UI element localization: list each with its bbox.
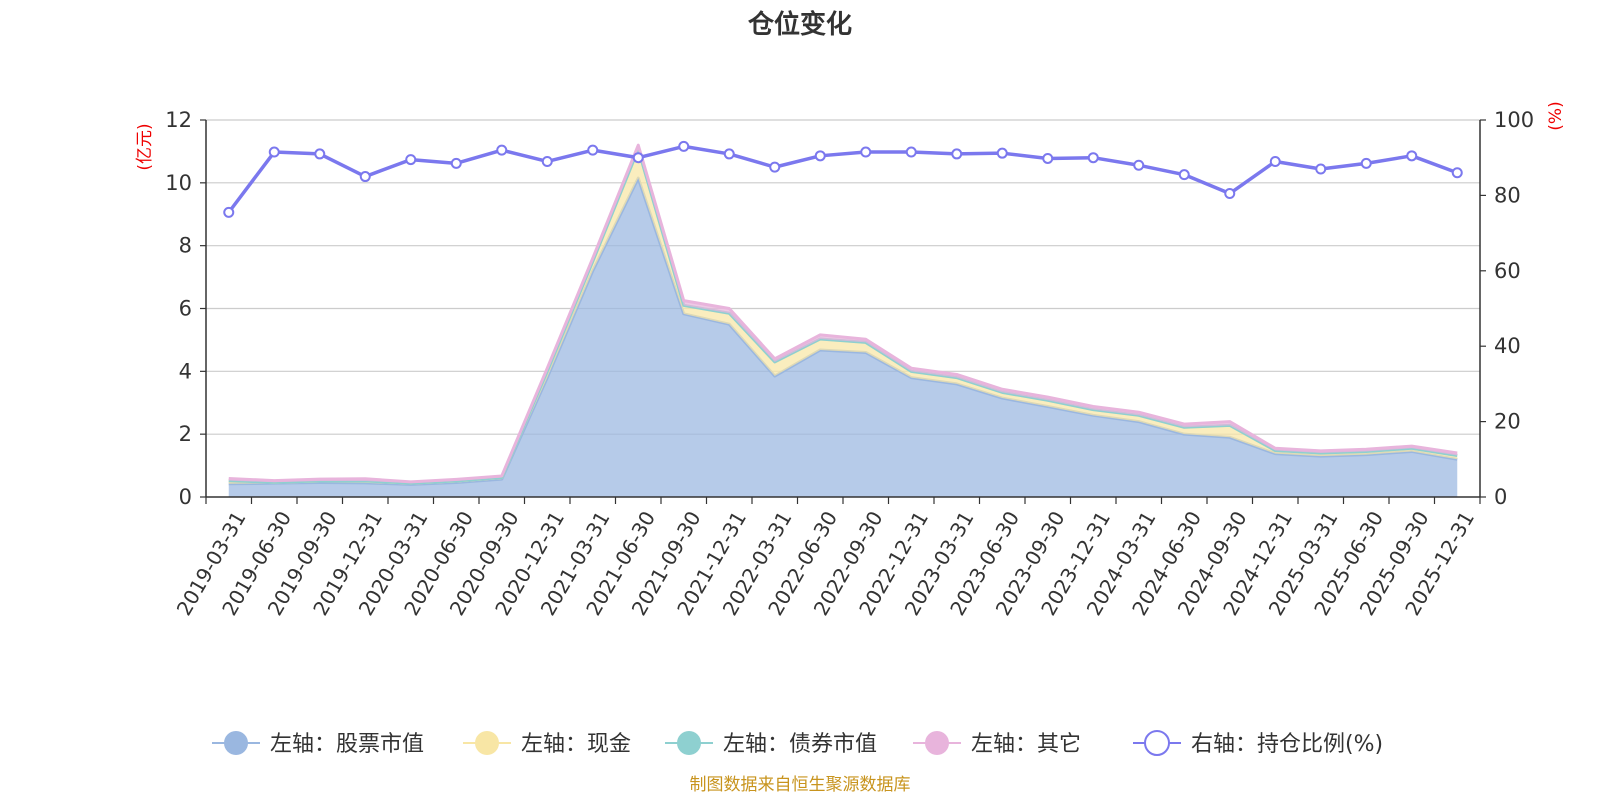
right-tick-label: 80 <box>1494 183 1521 207</box>
right-axis-unit: (%) <box>1546 101 1566 130</box>
area-series-fill <box>228 178 1458 497</box>
ratio-point <box>314 148 326 160</box>
ratio-point <box>1087 152 1099 164</box>
chart-title: 仓位变化 <box>747 9 852 40</box>
ratio-point <box>769 161 781 173</box>
ratio-point <box>1315 163 1327 175</box>
left-tick-label: 4 <box>179 359 192 383</box>
stacked-area-series <box>228 143 1458 497</box>
legend-label: 右轴：持仓比例(%) <box>1191 732 1383 757</box>
ratio-point <box>1451 167 1463 179</box>
legend-marker <box>1144 730 1170 756</box>
ratio-point <box>496 144 508 156</box>
right-tick-label: 0 <box>1494 485 1507 509</box>
left-tick-label: 10 <box>165 171 192 195</box>
ratio-point <box>996 147 1008 159</box>
left-tick-label: 0 <box>179 485 192 509</box>
right-tick-label: 100 <box>1494 108 1534 132</box>
legend-marker <box>925 731 949 755</box>
ratio-point <box>632 152 644 164</box>
legend-marker <box>677 731 701 755</box>
ratio-point <box>359 171 371 183</box>
left-axis-unit: (亿元) <box>135 123 155 170</box>
ratio-point <box>860 146 872 158</box>
ratio-point <box>450 157 462 169</box>
ratio-point <box>1360 157 1372 169</box>
legend-label: 左轴：股票市值 <box>270 732 424 757</box>
ratio-point <box>951 148 963 160</box>
ratio-point <box>1042 152 1054 164</box>
ratio-point <box>1406 150 1418 162</box>
ratio-point <box>1224 188 1236 200</box>
left-tick-label: 2 <box>179 422 192 446</box>
left-tick-label: 8 <box>179 234 192 258</box>
right-tick-label: 40 <box>1494 334 1521 358</box>
ratio-point <box>723 148 735 160</box>
legend-label: 左轴：现金 <box>521 732 631 757</box>
data-source-footer: 制图数据来自恒生聚源数据库 <box>690 775 911 795</box>
legend-marker <box>475 731 499 755</box>
legend-item: 左轴：股票市值 <box>212 731 424 757</box>
legend-item: 左轴：债券市值 <box>665 731 877 757</box>
ratio-point <box>223 206 235 218</box>
ratio-point <box>1269 155 1281 167</box>
legend-item: 左轴：其它 <box>913 731 1081 757</box>
ratio-point <box>814 150 826 162</box>
legend-item: 右轴：持仓比例(%) <box>1133 730 1383 757</box>
grid-lines <box>206 119 1480 435</box>
legend-label: 左轴：其它 <box>971 732 1081 757</box>
area-series-line <box>228 143 1458 484</box>
right-tick-label: 20 <box>1494 410 1521 434</box>
left-tick-label: 6 <box>179 297 192 321</box>
ratio-point <box>905 146 917 158</box>
left-tick-label: 12 <box>165 108 192 132</box>
ratio-point <box>1133 159 1145 171</box>
legend-label: 左轴：债券市值 <box>723 732 877 757</box>
ratio-point <box>1178 169 1190 181</box>
right-tick-label: 60 <box>1494 259 1521 283</box>
legend: 左轴：股票市值 左轴：现金 左轴：债券市值 左轴：其它 右轴：持仓比例(%) <box>212 730 1383 757</box>
ratio-point <box>587 144 599 156</box>
legend-item: 左轴：现金 <box>463 731 631 757</box>
ratio-point <box>678 140 690 152</box>
ratio-point <box>268 146 280 158</box>
ratio-point <box>405 154 417 166</box>
ratio-line-path <box>227 144 1458 214</box>
legend-marker <box>224 731 248 755</box>
ratio-point <box>541 155 553 167</box>
holding-ratio-line <box>223 140 1463 218</box>
